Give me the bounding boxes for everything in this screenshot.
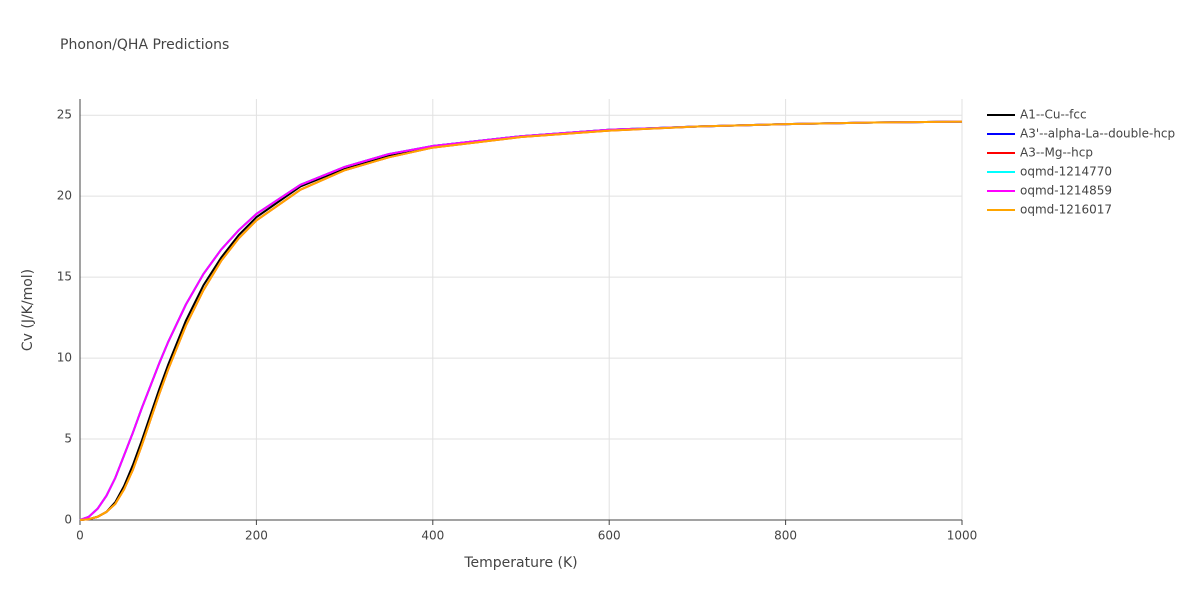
legend-label: oqmd-1214859 <box>1020 184 1112 198</box>
legend-label: oqmd-1216017 <box>1020 203 1112 217</box>
series-line <box>79 120 963 521</box>
legend-label: A3--Mg--hcp <box>1020 146 1093 160</box>
x-tick-label: 0 <box>76 529 84 543</box>
x-axis-title: Temperature (K) <box>463 555 577 571</box>
x-tick-label: 200 <box>245 529 268 543</box>
x-tick-label: 600 <box>598 529 621 543</box>
legend-label: A3'--alpha-La--double-hcp <box>1020 127 1175 141</box>
y-tick-label: 10 <box>57 351 72 365</box>
y-tick-label: 15 <box>57 270 72 284</box>
series-line <box>79 120 963 521</box>
chart-title: Phonon/QHA Predictions <box>60 37 229 53</box>
series-line <box>79 120 963 521</box>
y-tick-label: 0 <box>64 513 72 527</box>
y-tick-label: 20 <box>57 189 72 203</box>
series-line <box>79 120 963 521</box>
series-line <box>79 120 963 521</box>
y-tick-label: 25 <box>57 108 72 122</box>
x-tick-label: 400 <box>421 529 444 543</box>
y-axis-title: Cv (J/K/mol) <box>20 269 36 351</box>
y-tick-label: 5 <box>64 432 72 446</box>
legend-label: oqmd-1214770 <box>1020 165 1112 179</box>
legend-label: A1--Cu--fcc <box>1020 108 1087 122</box>
x-tick-label: 1000 <box>947 529 978 543</box>
series-line <box>79 120 963 521</box>
x-tick-label: 800 <box>774 529 797 543</box>
